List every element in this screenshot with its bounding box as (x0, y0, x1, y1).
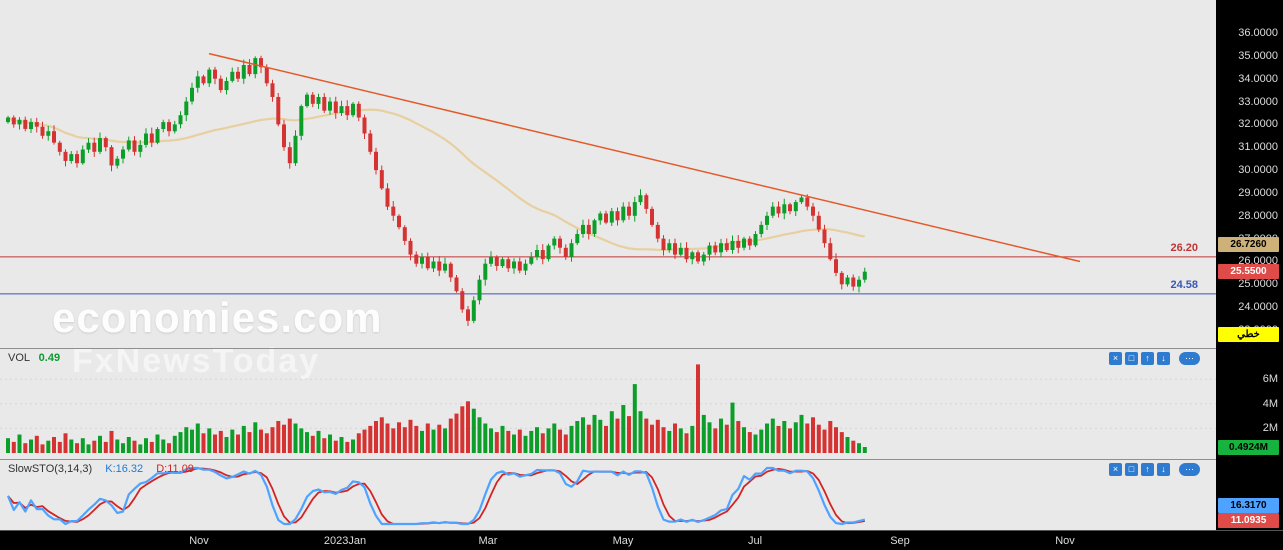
hline-label[interactable]: 26.20 (1170, 241, 1198, 254)
price-axis[interactable]: 36.0000 35.0000 34.0000 33.0000 32.0000 31.00… (1216, 0, 1283, 530)
volume-axis-label: 6M (1262, 373, 1278, 386)
time-axis-label: Sep (890, 535, 910, 547)
time-axis-label: 2023Jan (323, 535, 367, 547)
time-axis-label: Jul (747, 535, 763, 547)
volume-pane-header: VOL 0.49 (8, 352, 60, 364)
axis-tag-volume-value: 0.4924M (1218, 440, 1279, 455)
axis-tag-ma-value: 26.7260 (1218, 236, 1279, 252)
volume-current-value: 0.49 (38, 352, 61, 364)
axis-tag-sto-d-value: 11.0935 (1218, 513, 1279, 528)
stochastic-pane-toolbar: × □ ↑ ↓ ⋯ (1109, 463, 1200, 476)
price-axis-label: 34.0000 (1238, 72, 1278, 85)
price-axis-label: 36.0000 (1238, 27, 1278, 39)
more-options-icon[interactable]: ⋯ (1179, 352, 1200, 365)
chart-area[interactable]: economies.com FxNewsToday 26.20 24.58 VOL… (0, 0, 1216, 530)
move-pane-down-icon[interactable]: ↓ (1157, 463, 1170, 476)
price-axis-label: 33.0000 (1238, 95, 1278, 108)
move-pane-down-icon[interactable]: ↓ (1157, 352, 1170, 365)
volume-axis-label: 4M (1262, 397, 1278, 410)
candlestick-chart[interactable] (0, 0, 1216, 348)
maximize-icon[interactable]: □ (1125, 352, 1138, 365)
volume-pane[interactable]: VOL 0.49 × □ ↑ ↓ ⋯ (0, 349, 1216, 460)
close-icon[interactable]: × (1109, 352, 1122, 365)
stochastic-d-value: D:11.09 (156, 463, 194, 475)
stochastic-pane[interactable]: SlowSTO(3,14,3) K:16.32 D:11.09 × □ ↑ ↓ ⋯ (0, 460, 1216, 530)
axis-tag-sto-k-value: 16.3170 (1218, 498, 1279, 513)
volume-pane-toolbar: × □ ↑ ↓ ⋯ (1109, 352, 1200, 365)
move-pane-up-icon[interactable]: ↑ (1141, 463, 1154, 476)
close-icon[interactable]: × (1109, 463, 1122, 476)
hline-label[interactable]: 24.58 (1170, 278, 1198, 291)
axis-tag-last-price: 25.5500 (1218, 263, 1279, 279)
more-options-icon[interactable]: ⋯ (1179, 463, 1200, 476)
price-axis-label: 29.0000 (1238, 186, 1278, 199)
volume-chart[interactable] (0, 349, 1216, 459)
stochastic-pane-header: SlowSTO(3,14,3) K:16.32 D:11.09 (8, 463, 194, 475)
time-axis-label: Mar (478, 535, 498, 547)
time-axis-label: Nov (189, 535, 209, 547)
time-axis[interactable]: Nov 2023Jan Mar May Jul Sep Nov (0, 530, 1283, 550)
price-axis-label: 35.0000 (1238, 49, 1278, 62)
volume-axis-label: 2M (1262, 422, 1278, 435)
price-axis-label: 25.0000 (1238, 278, 1278, 291)
time-axis-label: Nov (1055, 535, 1075, 547)
move-pane-up-icon[interactable]: ↑ (1141, 352, 1154, 365)
stochastic-k-value: K:16.32 (105, 463, 144, 475)
stochastic-indicator-label: SlowSTO(3,14,3) (8, 463, 93, 475)
axis-tag-scale-type[interactable]: خطي (1218, 327, 1279, 342)
price-pane[interactable]: 26.20 24.58 (0, 0, 1216, 349)
price-axis-label: 24.0000 (1238, 301, 1278, 314)
price-axis-label: 31.0000 (1238, 141, 1278, 154)
price-axis-label: 32.0000 (1238, 118, 1278, 131)
maximize-icon[interactable]: □ (1125, 463, 1138, 476)
volume-indicator-label: VOL (8, 352, 30, 364)
watermark-economies: economies.com (52, 294, 383, 341)
stochastic-chart[interactable] (0, 460, 1216, 530)
time-axis-label: May (612, 535, 634, 547)
price-axis-label: 30.0000 (1238, 164, 1278, 177)
price-axis-label: 28.0000 (1238, 209, 1278, 222)
